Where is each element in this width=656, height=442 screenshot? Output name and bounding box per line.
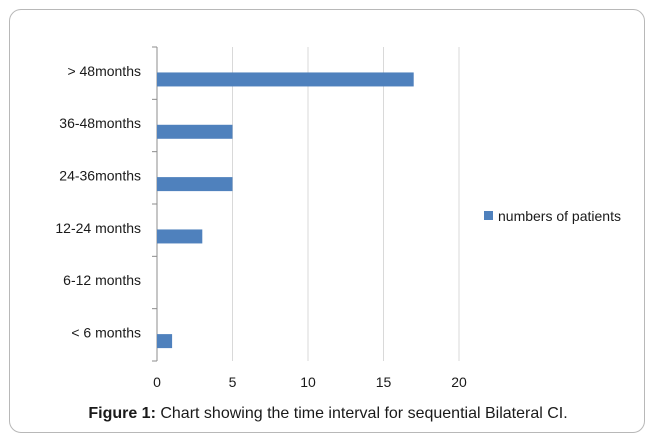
bar [157,72,414,87]
x-tick-label: 15 [376,374,392,390]
legend-label: numbers of patients [498,208,621,224]
bars [157,72,414,349]
bar [157,177,233,192]
category-label: > 48months [67,63,141,79]
category-label: < 6 months [71,324,141,340]
bar [157,334,173,349]
legend: numbers of patients [484,208,621,224]
bar [157,124,233,139]
x-tick-label: 10 [300,374,316,390]
x-tick-label: 5 [229,374,237,390]
legend-swatch [484,211,493,220]
axes [152,46,158,362]
x-tick-labels: 0 5 10 15 20 [153,374,467,390]
category-label: 12-24 months [55,220,141,236]
bar [157,229,203,244]
category-label: 24-36months [59,167,141,183]
gridlines [232,47,460,361]
x-tick-label: 0 [153,374,161,390]
category-labels: > 48months 36-48months 24-36months 12-24 mo… [55,63,141,341]
caption-label: Figure 1: [88,405,156,422]
category-label: 36-48months [59,115,141,131]
category-label: 6-12 months [63,272,141,288]
caption-text: Chart showing the time interval for sequ… [155,405,568,422]
x-tick-label: 20 [451,374,467,390]
figure-caption: Figure 1: Chart showing the time interva… [0,405,656,423]
